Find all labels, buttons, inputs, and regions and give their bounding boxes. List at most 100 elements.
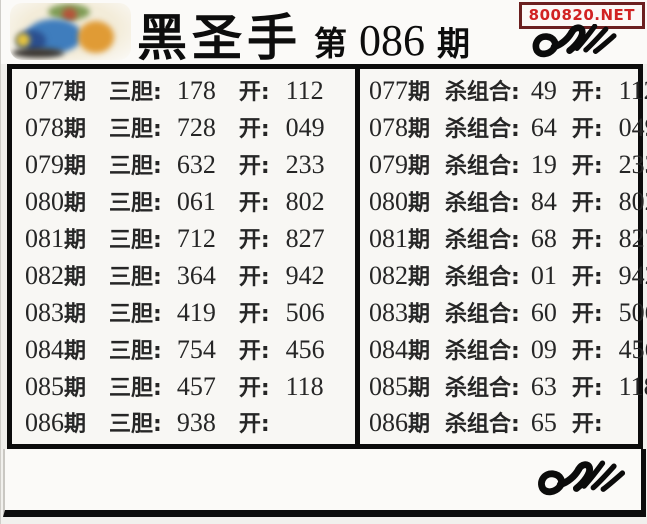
logo-blob: [12, 48, 64, 58]
panel-divider: [355, 69, 360, 444]
tip-label: 杀组合:: [445, 80, 520, 106]
open-label: 开:: [571, 338, 603, 364]
open-label: 开:: [238, 80, 270, 106]
open-label: 开:: [571, 412, 603, 438]
open-label: 开:: [571, 154, 603, 180]
issue-number: 080: [369, 187, 408, 217]
table-row: 085 期 杀组合: 63 开: 118: [360, 370, 647, 402]
issue-number: 084: [25, 334, 64, 364]
table-row: 084 期 杀组合: 09 开: 456: [360, 333, 647, 365]
tip-value: 938: [176, 408, 216, 438]
issue-suffix: 期: [408, 191, 431, 217]
open-result: 942: [285, 260, 325, 290]
table-row: 080 期 杀组合: 84 开: 802: [360, 185, 647, 217]
issue-suffix: 期: [408, 154, 431, 180]
open-result: 118: [618, 371, 647, 401]
open-label: 开:: [571, 191, 603, 217]
open-result: 456: [285, 334, 325, 364]
table-row: 080 期 三胆: 061 开: 802: [12, 185, 355, 217]
open-label: 开:: [571, 117, 603, 143]
open-result: 506: [285, 297, 325, 327]
issue-number: 081: [369, 224, 408, 253]
table-row: 083 期 三胆: 419 开: 506: [12, 296, 355, 328]
issue-number: 077: [369, 76, 408, 106]
open-label: 开:: [238, 154, 270, 180]
issue-number: 080: [25, 187, 64, 217]
open-label: 开:: [238, 117, 270, 143]
tip-value: 09: [530, 334, 557, 364]
issue-number: 078: [25, 113, 64, 143]
open-result: 942: [618, 260, 647, 290]
open-label: 开:: [571, 375, 603, 401]
issue-suffix: 期: [408, 117, 431, 143]
issue-number: 077: [25, 76, 64, 106]
signature-scribble-icon: [535, 457, 627, 503]
tip-value: 061: [176, 187, 216, 217]
issue-number: 079: [369, 150, 408, 180]
open-result: 049: [618, 113, 647, 143]
logo-blob: [62, 8, 77, 21]
issue-number: 081: [25, 224, 64, 253]
open-result: 802: [285, 187, 325, 217]
issue-suffix: 期: [64, 412, 87, 438]
title-brand: 黑圣手: [137, 8, 302, 67]
tip-value: 364: [176, 260, 216, 290]
issue-number: 085: [369, 371, 408, 401]
open-label: 开:: [238, 301, 270, 327]
tip-value: 68: [530, 224, 557, 253]
open-label: 开:: [571, 264, 603, 290]
signature-scribble-icon: [522, 24, 626, 61]
title-issue-number: 086: [359, 16, 425, 66]
open-label: 开:: [238, 375, 270, 401]
tip-label: 杀组合:: [445, 264, 520, 290]
open-result: 506: [618, 297, 647, 327]
footer-band: [3, 449, 646, 517]
open-result: 233: [285, 150, 325, 180]
tip-label: 杀组合:: [445, 228, 520, 253]
tip-label: 杀组合:: [445, 154, 520, 180]
header: 黑圣手 第 086 期 800820.NET: [1, 0, 647, 64]
tip-label: 杀组合:: [445, 191, 520, 217]
open-result: 827: [618, 224, 647, 253]
tip-value: 63: [530, 371, 557, 401]
title-issue-prefix: 第: [314, 24, 347, 64]
issue-number: 086: [25, 408, 64, 438]
open-result: 112: [618, 76, 647, 106]
tip-value: 728: [176, 113, 216, 143]
issue-number: 082: [369, 260, 408, 290]
table-row: 079 期 杀组合: 19 开: 233: [360, 148, 647, 180]
open-label: 开:: [571, 80, 603, 106]
issue-number: 086: [369, 408, 408, 438]
table-row: 082 期 杀组合: 01 开: 942: [360, 259, 647, 291]
issue-suffix: 期: [64, 80, 87, 106]
table-row: 086 期 三胆: 938 开:: [12, 406, 355, 438]
panel-three-dan: 077 期 三胆: 178 开: 112 078 期 三胆: 728 开: 04…: [12, 69, 355, 444]
tip-label: 三胆:: [109, 338, 162, 364]
issue-suffix: 期: [64, 191, 87, 217]
tip-label: 杀组合:: [445, 338, 520, 364]
open-label: 开:: [238, 191, 270, 217]
tip-label: 杀组合:: [445, 412, 520, 438]
page-title: 黑圣手 第 086 期: [137, 0, 470, 67]
tip-label: 杀组合:: [445, 117, 520, 143]
issue-number: 079: [25, 150, 64, 180]
table-row: 082 期 三胆: 364 开: 942: [12, 259, 355, 291]
tip-value: 19: [530, 150, 557, 180]
logo-image: [10, 3, 131, 60]
tip-value: 178: [176, 76, 216, 106]
tip-label: 三胆:: [109, 80, 162, 106]
issue-number: 078: [369, 113, 408, 143]
tip-value: 419: [176, 297, 216, 327]
issue-suffix: 期: [408, 228, 431, 253]
tip-label: 杀组合:: [445, 301, 520, 327]
tip-label: 三胆:: [109, 412, 162, 438]
issue-suffix: 期: [64, 154, 87, 180]
open-label: 开:: [571, 301, 603, 327]
tip-label: 三胆:: [109, 117, 162, 143]
open-result: 049: [285, 113, 325, 143]
tip-value: 84: [530, 187, 557, 217]
table-row: 084 期 三胆: 754 开: 456: [12, 333, 355, 365]
issue-number: 083: [369, 297, 408, 327]
issue-number: 084: [369, 334, 408, 364]
tip-value: 65: [530, 408, 557, 438]
